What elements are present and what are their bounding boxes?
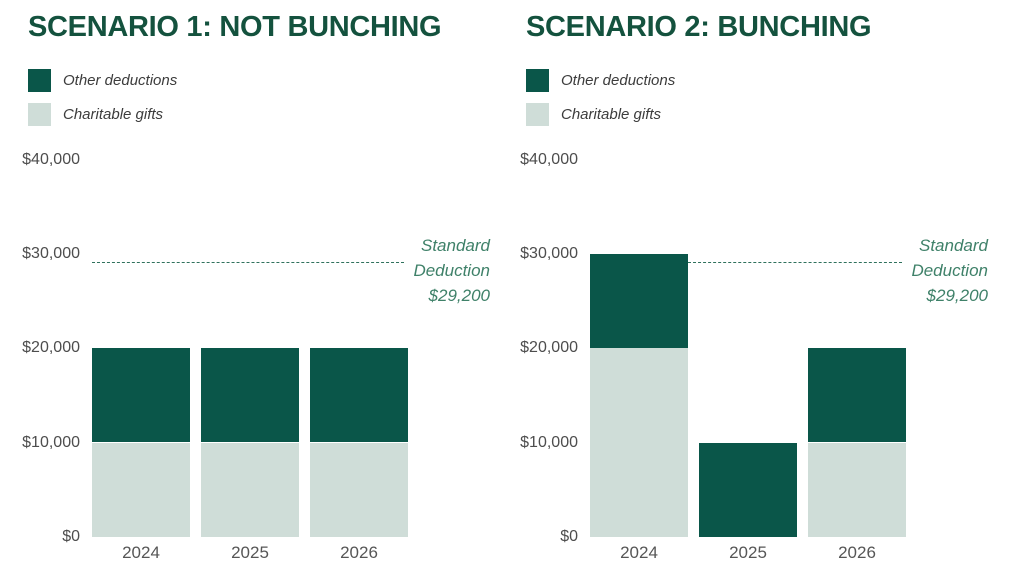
y-axis-label: $20,000 <box>520 339 578 356</box>
legend: Other deductions Charitable gifts <box>28 69 177 137</box>
legend-swatch-other-deductions <box>28 69 51 92</box>
legend-label-other-deductions: Other deductions <box>561 72 676 89</box>
y-axis-label: $0 <box>560 528 578 545</box>
y-axis-label: $20,000 <box>22 339 80 356</box>
scenario-2-title: SCENARIO 2: BUNCHING <box>526 11 872 43</box>
legend-item-other-deductions: Other deductions <box>526 69 675 92</box>
bar-segment-charitable-gifts-2024 <box>590 348 688 537</box>
standard-deduction-line <box>688 262 902 263</box>
bar-segment-other-deductions-2026 <box>310 348 408 442</box>
scenario-1-panel: SCENARIO 1: NOT BUNCHING Other deduction… <box>22 11 490 563</box>
x-axis-label: 2026 <box>838 543 876 562</box>
bar-segment-charitable-gifts-2026 <box>808 443 906 537</box>
legend-swatch-other-deductions <box>526 69 549 92</box>
bar-segment-other-deductions-2026 <box>808 348 906 442</box>
legend-label-charitable-gifts: Charitable gifts <box>561 106 662 123</box>
bar-segment-other-deductions-2024 <box>590 254 688 348</box>
standard-deduction-label: Standard Deduction $29,200 <box>413 236 490 305</box>
y-axis-label: $30,000 <box>520 245 578 262</box>
legend-item-other-deductions: Other deductions <box>28 69 177 92</box>
y-axis-label: $10,000 <box>22 434 80 451</box>
bar-segment-other-deductions-2025 <box>201 348 299 442</box>
x-axis-label: 2025 <box>231 543 269 562</box>
y-axis-label: $0 <box>62 528 80 545</box>
standard-deduction-label: Standard Deduction $29,200 <box>911 236 988 305</box>
legend-label-other-deductions: Other deductions <box>63 72 178 89</box>
y-axis-label: $30,000 <box>22 245 80 262</box>
bar-segment-other-deductions-2024 <box>92 348 190 442</box>
x-axis-label: 2025 <box>729 543 767 562</box>
legend-item-charitable-gifts: Charitable gifts <box>526 103 675 126</box>
bar-segment-charitable-gifts-2026 <box>310 443 408 537</box>
scenario-1-title: SCENARIO 1: NOT BUNCHING <box>28 11 442 43</box>
y-axis-label: $10,000 <box>520 434 578 451</box>
y-axis-label: $40,000 <box>520 151 578 168</box>
x-axis-label: 2024 <box>122 543 160 562</box>
y-axis-label: $40,000 <box>22 151 80 168</box>
bar-segment-charitable-gifts-2025 <box>201 443 299 537</box>
bar-segment-other-deductions-2025 <box>699 443 797 537</box>
legend-swatch-charitable-gifts <box>28 103 51 126</box>
x-axis-label: 2026 <box>340 543 378 562</box>
standard-deduction-line <box>92 262 404 263</box>
x-axis-label: 2024 <box>620 543 658 562</box>
legend: Other deductions Charitable gifts <box>526 69 675 137</box>
scenario-2-panel: SCENARIO 2: BUNCHING Other deductions Ch… <box>498 0 1010 576</box>
legend-label-charitable-gifts: Charitable gifts <box>63 106 164 123</box>
legend-item-charitable-gifts: Charitable gifts <box>28 103 177 126</box>
bar-segment-charitable-gifts-2024 <box>92 443 190 537</box>
legend-swatch-charitable-gifts <box>526 103 549 126</box>
